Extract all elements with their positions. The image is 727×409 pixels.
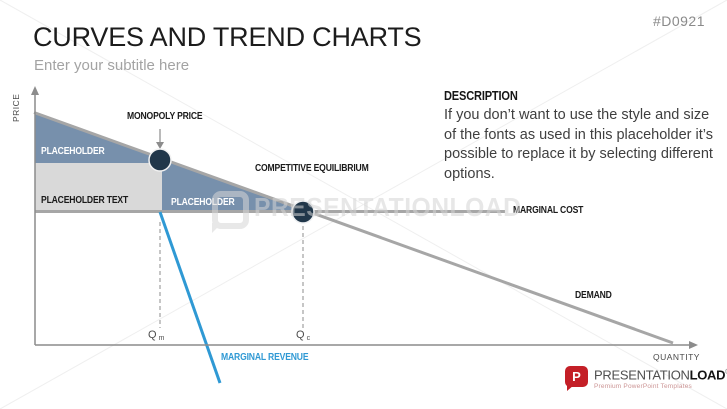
y-axis-label: PRICE [11, 93, 21, 122]
vendor-logo-letter: P [572, 369, 581, 384]
vendor-name-bold: LOAD [689, 367, 726, 383]
registered-mark: ® [725, 369, 727, 376]
vendor-logo-name: PRESENTATIONLOAD® [594, 366, 727, 382]
marginal-revenue-curve [158, 211, 222, 384]
description-heading: DESCRIPTION [444, 88, 518, 103]
marginal-cost-label: MARGINAL COST [513, 205, 584, 216]
qc-base: Q [296, 329, 305, 341]
page-subtitle: Enter your subtitle here [34, 57, 190, 74]
page-title: CURVES AND TREND CHARTS [33, 22, 422, 52]
monopoly-price-point [148, 148, 172, 172]
description-body: If you don’t want to use the style and s… [444, 107, 713, 182]
demand-curve [33, 111, 674, 345]
qm-base: Q [148, 329, 157, 341]
marginal-revenue-label: MARGINAL REVENUE [221, 352, 309, 363]
y-axis-arrowhead [31, 86, 39, 95]
placeholder-text-label: PLACEHOLDER TEXT [41, 195, 129, 206]
vendor-logo-icon: P [565, 366, 588, 391]
x-axis-label: QUANTITY [653, 352, 700, 362]
monopoly-price-arrowhead [156, 142, 164, 149]
x-axis-arrowhead [689, 341, 698, 349]
qc-sub: c [306, 335, 311, 342]
vendor-name-regular: PRESENTATION [594, 367, 690, 383]
vendor-logo: P PRESENTATIONLOAD® Premium PowerPoint T… [565, 366, 727, 391]
competitive-equilibrium-label: COMPETITIVE EQUILIBRIUM [255, 163, 369, 174]
description-block: DESCRIPTION If you don’t want to use the… [444, 88, 714, 184]
placeholder-triangle-label: PLACEHOLDER [171, 197, 235, 208]
vendor-tagline: Premium PowerPoint Templates [594, 383, 692, 391]
competitive-equilibrium-point [291, 200, 315, 224]
demand-label: DEMAND [575, 290, 612, 301]
monopoly-price-label: MONOPOLY PRICE [127, 111, 203, 122]
template-code: #D0921 [652, 13, 705, 29]
placeholder-band-label: PLACEHOLDER [41, 146, 105, 157]
vendor-logo-text: PRESENTATIONLOAD® Premium PowerPoint Tem… [594, 366, 727, 391]
placeholder-text-area [35, 163, 162, 211]
qm-sub: m [158, 335, 165, 342]
